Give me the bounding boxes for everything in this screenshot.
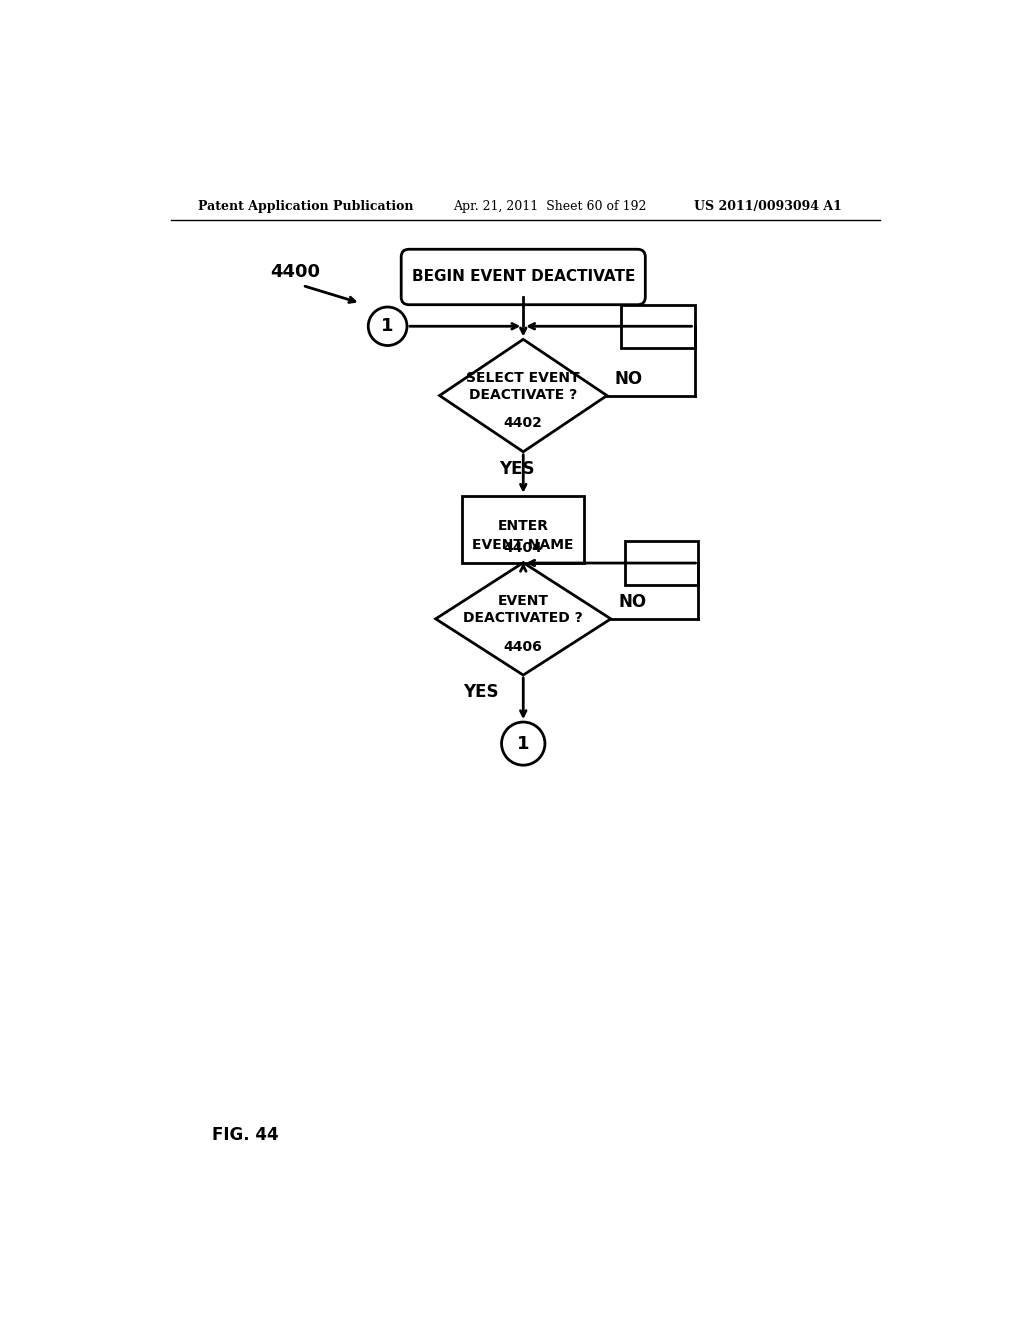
Text: 1: 1 — [517, 735, 529, 752]
Text: 4400: 4400 — [270, 264, 319, 281]
Text: US 2011/0093094 A1: US 2011/0093094 A1 — [693, 199, 842, 213]
Text: YES: YES — [500, 459, 535, 478]
Text: 4404: 4404 — [504, 541, 543, 554]
Text: YES: YES — [463, 682, 499, 701]
Polygon shape — [439, 339, 607, 451]
Text: 4402: 4402 — [504, 416, 543, 430]
FancyBboxPatch shape — [621, 305, 694, 348]
Text: BEGIN EVENT DEACTIVATE: BEGIN EVENT DEACTIVATE — [412, 269, 635, 285]
FancyBboxPatch shape — [625, 541, 698, 585]
Text: 1: 1 — [381, 317, 394, 335]
Text: EVENT
DEACTIVATED ?: EVENT DEACTIVATED ? — [464, 594, 583, 626]
Text: NO: NO — [614, 370, 643, 388]
Text: NO: NO — [618, 593, 647, 611]
Text: ENTER
EVENT NAME: ENTER EVENT NAME — [472, 520, 574, 552]
Text: Apr. 21, 2011  Sheet 60 of 192: Apr. 21, 2011 Sheet 60 of 192 — [454, 199, 647, 213]
Text: FIG. 44: FIG. 44 — [212, 1126, 279, 1143]
FancyBboxPatch shape — [401, 249, 645, 305]
FancyBboxPatch shape — [462, 496, 585, 564]
Text: Patent Application Publication: Patent Application Publication — [198, 199, 414, 213]
Text: 4406: 4406 — [504, 640, 543, 653]
Text: SELECT EVENT
DEACTIVATE ?: SELECT EVENT DEACTIVATE ? — [467, 371, 580, 403]
Polygon shape — [435, 562, 611, 675]
